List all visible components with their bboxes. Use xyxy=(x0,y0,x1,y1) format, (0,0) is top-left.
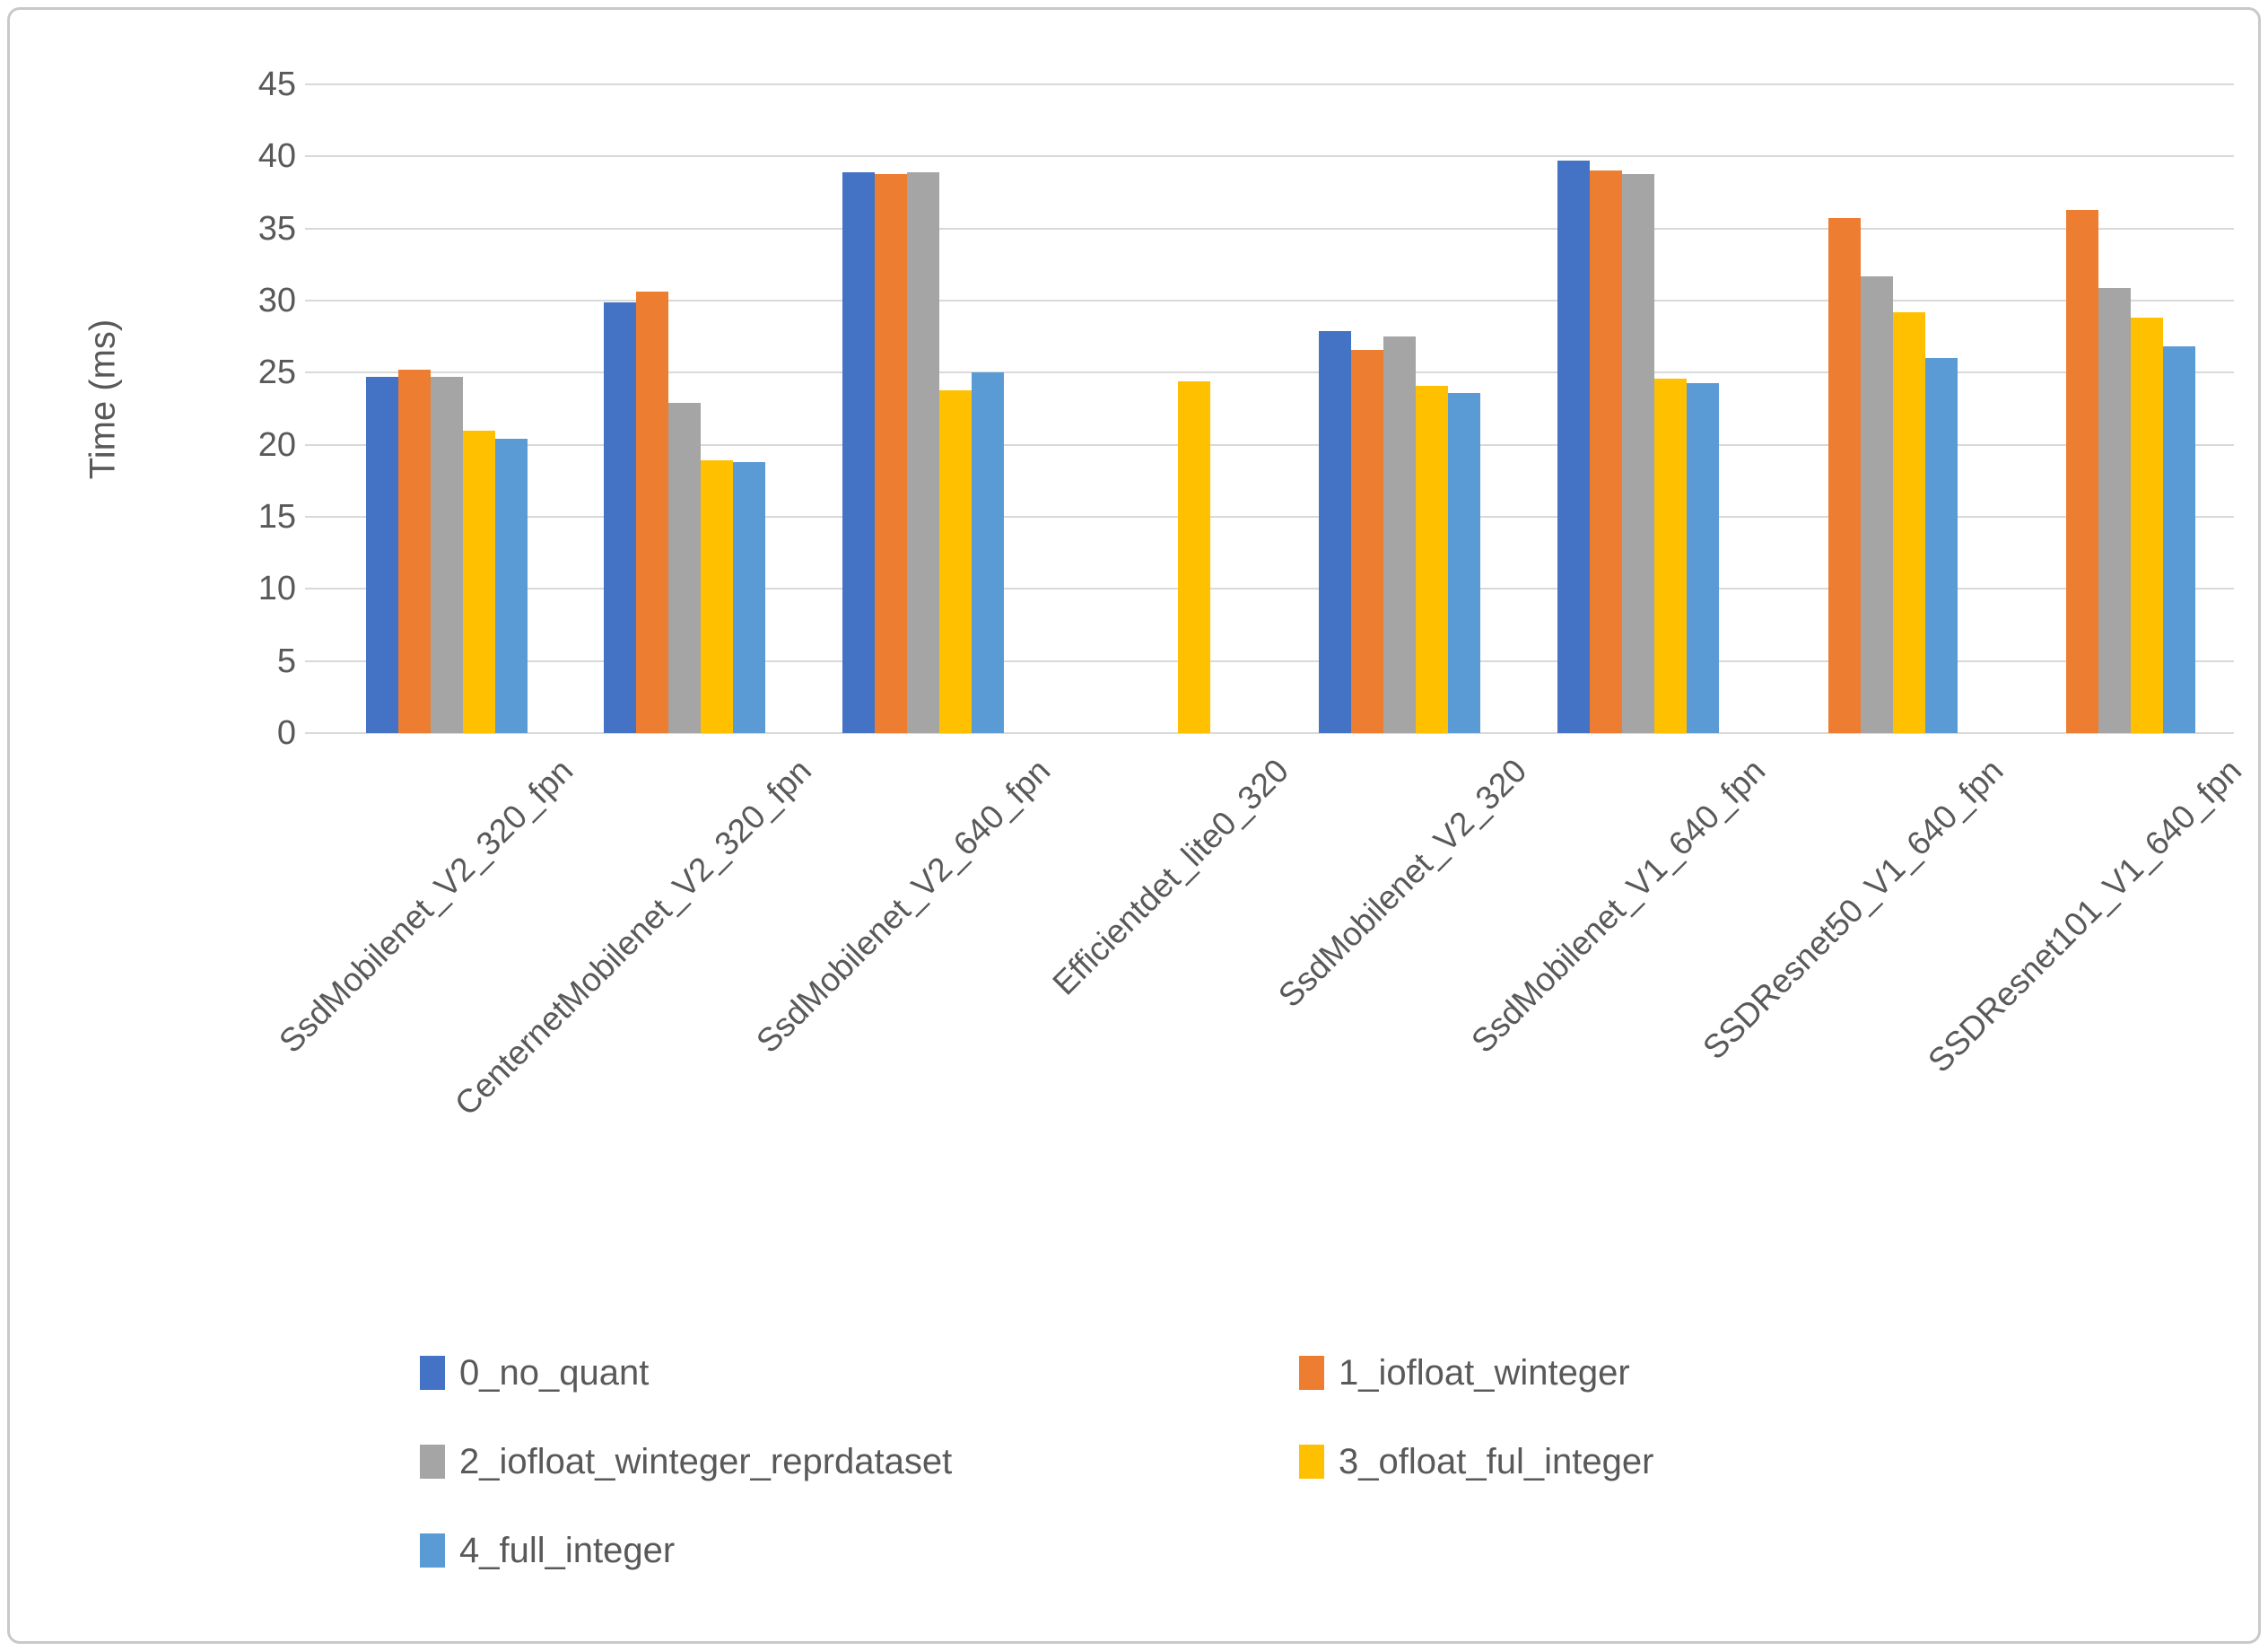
gridline xyxy=(327,516,2234,518)
bar-1_iofloat_winteger-SsdMobilenet_V1_640_fpn xyxy=(1589,170,1622,733)
legend-swatch xyxy=(1299,1445,1324,1479)
legend-swatch xyxy=(1299,1356,1324,1390)
bar-1_iofloat_winteger-SSDResnet50_V1_640_fpn xyxy=(1827,218,1861,733)
bar-3_ofloat_ful_integer-SSDResnet50_V1_640_fpn xyxy=(1892,311,1925,733)
y-tick-label: 20 xyxy=(257,425,296,464)
y-tick-label: 10 xyxy=(257,570,296,608)
bar-0_no_quant-SsdMobilenet_V1_640_fpn xyxy=(1557,161,1590,733)
bar-4_full_integer-SSDResnet50_V1_640_fpn xyxy=(1924,358,1958,733)
gridline xyxy=(327,371,2234,374)
bar-0_no_quant-SsdMobilenet_V2_320 xyxy=(1319,330,1352,733)
y-tick-mark xyxy=(305,155,327,158)
gridline xyxy=(327,83,2234,85)
y-tick-label: 25 xyxy=(257,354,296,392)
legend-item-2_iofloat_winteger_reprdataset: 2_iofloat_winteger_reprdataset xyxy=(420,1439,952,1484)
gridline xyxy=(327,588,2234,590)
y-tick-mark xyxy=(305,443,327,446)
bar-1_iofloat_winteger-SsdMobilenet_V2_320 xyxy=(1351,349,1384,733)
legend-item-3_ofloat_ful_integer: 3_ofloat_ful_integer xyxy=(1299,1439,1653,1484)
bar-4_full_integer-SSDResnet101_V1_640_fpn xyxy=(2163,346,2196,733)
gridline xyxy=(327,155,2234,158)
bar-2_iofloat_winteger_reprdataset-SSDResnet101_V1_640_fpn xyxy=(2098,287,2132,733)
y-tick-label: 0 xyxy=(276,714,296,752)
bar-4_full_integer-CenternetMobilenet_V2_320_fpn xyxy=(733,461,766,733)
y-tick-mark xyxy=(305,371,327,374)
y-tick-label: 30 xyxy=(257,282,296,319)
bar-1_iofloat_winteger-SSDResnet101_V1_640_fpn xyxy=(2066,209,2099,733)
bar-3_ofloat_ful_integer-SsdMobilenet_V2_640_fpn xyxy=(939,389,973,733)
gridline xyxy=(327,732,2234,734)
gridline xyxy=(327,227,2234,230)
y-tick-label: 35 xyxy=(257,209,296,248)
legend-item-4_full_integer: 4_full_integer xyxy=(420,1528,675,1573)
legend-swatch xyxy=(420,1445,445,1479)
y-tick-label: 40 xyxy=(257,137,296,176)
bar-4_full_integer-SsdMobilenet_V2_320 xyxy=(1448,392,1481,733)
legend-item-0_no_quant: 0_no_quant xyxy=(420,1350,649,1395)
legend-label: 3_ofloat_ful_integer xyxy=(1339,1441,1654,1481)
y-tick-mark xyxy=(305,227,327,230)
bar-3_ofloat_ful_integer-CenternetMobilenet_V2_320_fpn xyxy=(701,460,734,733)
bar-2_iofloat_winteger_reprdataset-SsdMobilenet_V2_320_fpn xyxy=(430,377,463,733)
legend-label: 4_full_integer xyxy=(459,1530,676,1570)
y-tick-label: 15 xyxy=(257,498,296,536)
bar-2_iofloat_winteger_reprdataset-SsdMobilenet_V1_640_fpn xyxy=(1621,173,1654,733)
bar-2_iofloat_winteger_reprdataset-CenternetMobilenet_V2_320_fpn xyxy=(668,403,702,733)
bar-2_iofloat_winteger_reprdataset-SSDResnet50_V1_640_fpn xyxy=(1860,275,1893,733)
bar-3_ofloat_ful_integer-SsdMobilenet_V2_320_fpn xyxy=(462,430,495,733)
y-tick-mark xyxy=(305,83,327,85)
bar-0_no_quant-SsdMobilenet_V2_640_fpn xyxy=(842,172,876,733)
y-tick-mark xyxy=(305,660,327,662)
y-tick-label: 5 xyxy=(276,642,296,680)
bar-1_iofloat_winteger-CenternetMobilenet_V2_320_fpn xyxy=(636,292,669,733)
y-axis-title: Time (ms) xyxy=(83,319,123,480)
legend-label: 1_iofloat_winteger xyxy=(1339,1352,1630,1393)
bar-0_no_quant-CenternetMobilenet_V2_320_fpn xyxy=(604,301,637,733)
bar-4_full_integer-SsdMobilenet_V1_640_fpn xyxy=(1686,382,1719,733)
y-tick-mark xyxy=(305,588,327,590)
legend-label: 0_no_quant xyxy=(459,1352,650,1393)
y-tick-label: 45 xyxy=(257,66,296,103)
y-tick-mark xyxy=(305,732,327,734)
y-tick-mark xyxy=(305,300,327,301)
bar-0_no_quant-SsdMobilenet_V2_320_fpn xyxy=(365,377,398,733)
legend-swatch xyxy=(420,1533,445,1568)
gridline xyxy=(327,660,2234,662)
gridline xyxy=(327,300,2234,301)
bar-2_iofloat_winteger_reprdataset-SsdMobilenet_V2_640_fpn xyxy=(907,172,940,733)
bar-4_full_integer-SsdMobilenet_V2_640_fpn xyxy=(972,372,1005,733)
legend-item-1_iofloat_winteger: 1_iofloat_winteger xyxy=(1299,1350,1630,1395)
bar-3_ofloat_ful_integer-SsdMobilenet_V2_320 xyxy=(1416,385,1449,733)
legend-swatch xyxy=(420,1356,445,1390)
bar-3_ofloat_ful_integer-SsdMobilenet_V1_640_fpn xyxy=(1653,378,1687,733)
legend-label: 2_iofloat_winteger_reprdataset xyxy=(459,1441,953,1481)
bar-1_iofloat_winteger-SsdMobilenet_V2_320_fpn xyxy=(397,370,431,733)
bar-3_ofloat_ful_integer-Efficientdet_lite0_320 xyxy=(1177,380,1210,733)
bar-2_iofloat_winteger_reprdataset-SsdMobilenet_V2_320 xyxy=(1383,336,1417,733)
bar-3_ofloat_ful_integer-SSDResnet101_V1_640_fpn xyxy=(2131,318,2164,733)
y-tick-mark xyxy=(305,516,327,518)
bar-4_full_integer-SsdMobilenet_V2_320_fpn xyxy=(494,439,528,733)
bar-1_iofloat_winteger-SsdMobilenet_V2_640_fpn xyxy=(875,173,908,733)
gridline xyxy=(327,443,2234,446)
